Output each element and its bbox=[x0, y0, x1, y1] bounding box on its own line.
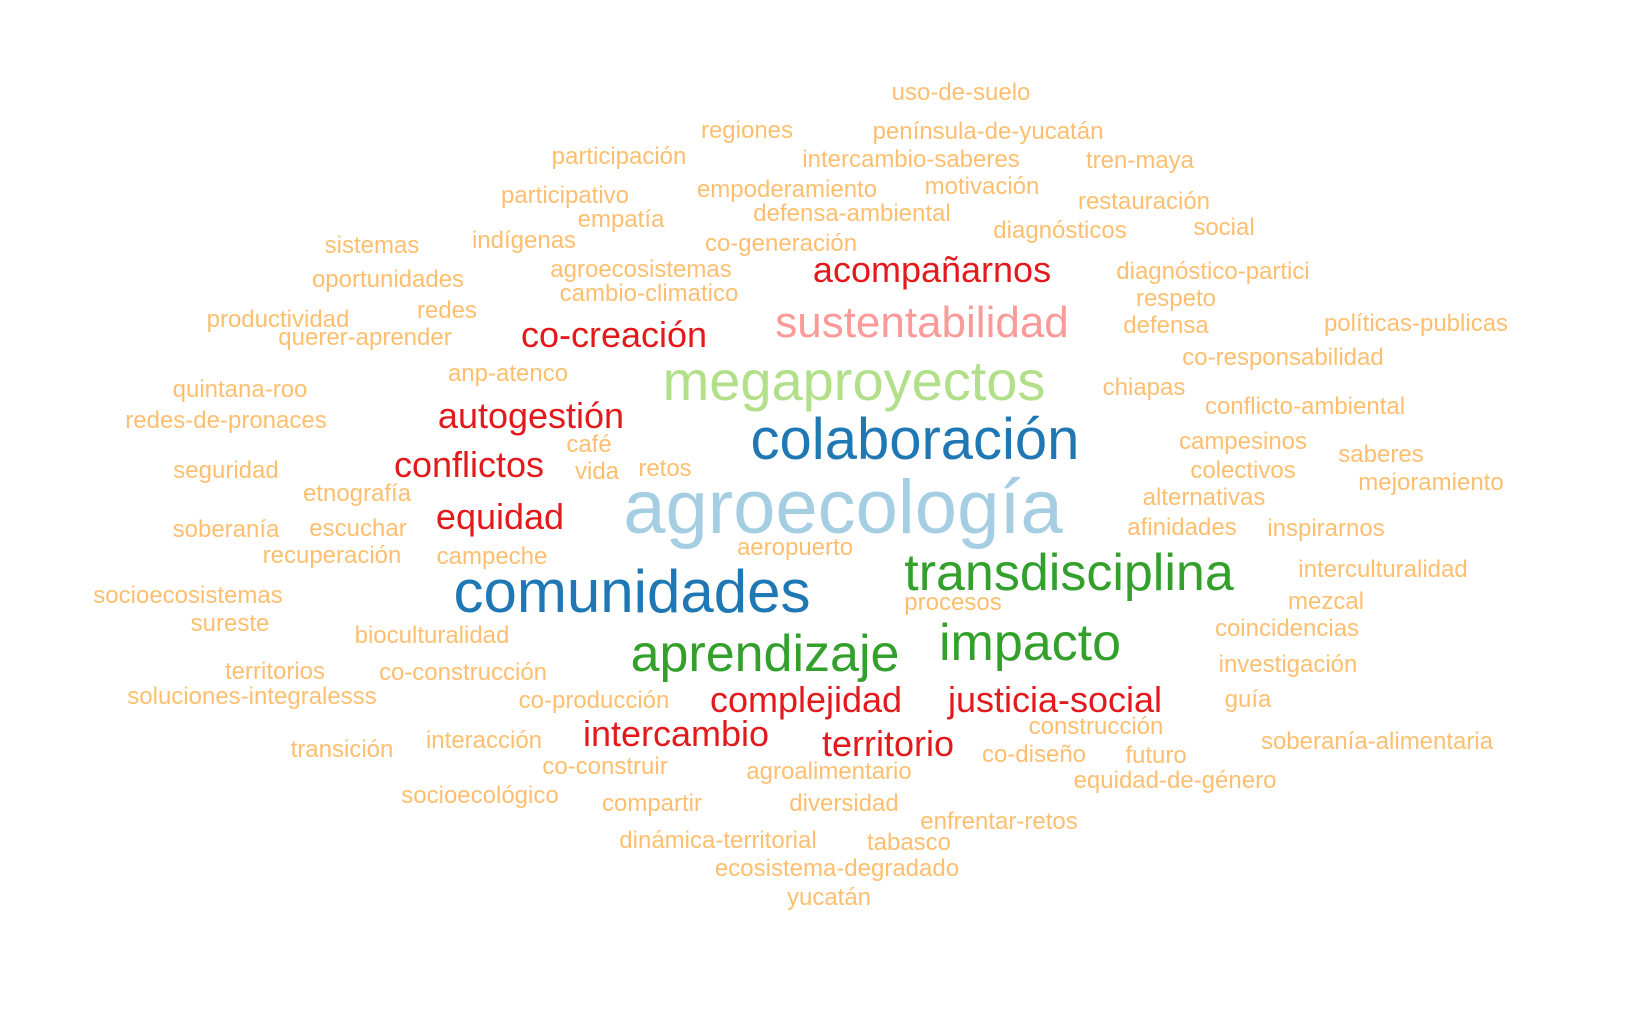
word-compartir: compartir bbox=[601, 790, 703, 817]
word-socioecosistemas: socioecosistemas bbox=[93, 582, 283, 609]
word-colaboracion: colaboración bbox=[750, 407, 1080, 472]
word-soluciones-integralesss: soluciones-integralesss bbox=[127, 683, 377, 710]
word-tabasco: tabasco bbox=[866, 829, 952, 856]
word-quintana-roo: quintana-roo bbox=[172, 376, 308, 403]
word-aeropuerto: aeropuerto bbox=[736, 534, 854, 561]
word-productividad: productividad bbox=[206, 306, 350, 333]
word-uso-de-suelo: uso-de-suelo bbox=[891, 79, 1031, 106]
word-redes: redes bbox=[416, 297, 478, 324]
word-socioecologico: socioecológico bbox=[401, 782, 559, 809]
word-seguridad: seguridad bbox=[173, 457, 279, 484]
word-transicion: transición bbox=[290, 736, 394, 763]
word-guia: guía bbox=[1224, 686, 1272, 713]
word-construccion: construcción bbox=[1028, 713, 1164, 740]
word-comunidades: comunidades bbox=[453, 558, 811, 625]
word-defensa-ambiental: defensa-ambiental bbox=[753, 200, 951, 227]
word-cafe: café bbox=[566, 431, 612, 458]
word-conflicto-ambiental: conflicto-ambiental bbox=[1204, 393, 1406, 420]
word-agroalimentario: agroalimentario bbox=[746, 758, 912, 785]
word-etnografia: etnografía bbox=[302, 480, 412, 507]
word-diagnosticos: diagnósticos bbox=[993, 217, 1127, 244]
word-mejoramiento: mejoramiento bbox=[1358, 469, 1504, 496]
word-colectivos: colectivos bbox=[1190, 457, 1296, 484]
word-afinidades: afinidades bbox=[1127, 514, 1237, 541]
word-justicia-social: justicia-social bbox=[947, 679, 1163, 720]
word-sistemas: sistemas bbox=[324, 232, 420, 259]
word-dinamica-territorial: dinámica-territorial bbox=[619, 827, 817, 854]
word-complejidad: complejidad bbox=[709, 679, 903, 720]
word-empoderamiento: empoderamiento bbox=[696, 176, 878, 203]
word-respeto: respeto bbox=[1135, 285, 1217, 312]
word-intercambio-saberes: intercambio-saberes bbox=[802, 146, 1020, 173]
word-equidad: equidad bbox=[435, 496, 565, 537]
word-interculturalidad: interculturalidad bbox=[1298, 556, 1468, 583]
word-defensa: defensa bbox=[1123, 312, 1209, 339]
word-procesos: procesos bbox=[904, 589, 1002, 616]
word-megaproyectos: megaproyectos bbox=[662, 349, 1046, 412]
word-acompanarnos: acompañarnos bbox=[812, 249, 1052, 290]
word-empatia: empatía bbox=[577, 206, 665, 233]
word-participativo: participativo bbox=[500, 182, 630, 209]
word-anp-atenco: anp-atenco bbox=[447, 360, 569, 387]
word-co-creacion: co-creación bbox=[520, 314, 708, 355]
word-retos: retos bbox=[638, 455, 692, 482]
word-mezcal: mezcal bbox=[1287, 588, 1365, 615]
word-conflictos: conflictos bbox=[393, 444, 545, 485]
word-investigacion: investigación bbox=[1218, 651, 1358, 678]
word-sustentabilidad: sustentabilidad bbox=[775, 298, 1069, 347]
word-peninsula-de-yucatan: península-de-yucatán bbox=[872, 118, 1104, 145]
word-enfrentar-retos: enfrentar-retos bbox=[920, 808, 1078, 835]
word-participacion: participación bbox=[551, 143, 687, 170]
word-tren-maya: tren-maya bbox=[1085, 147, 1195, 174]
word-cambio-climatico: cambio-climatico bbox=[559, 280, 739, 307]
word-transdisciplina: transdisciplina bbox=[904, 544, 1234, 602]
word-redes-de-pronaces: redes-de-pronaces bbox=[125, 407, 327, 434]
word-futuro: futuro bbox=[1125, 742, 1187, 769]
word-escuchar: escuchar bbox=[309, 515, 407, 542]
word-coincidencias: coincidencias bbox=[1214, 615, 1360, 642]
word-inspirarnos: inspirarnos bbox=[1267, 515, 1385, 542]
word-co-generacion: co-generación bbox=[704, 230, 858, 257]
word-recuperacion: recuperación bbox=[262, 542, 402, 569]
word-intercambio: intercambio bbox=[582, 713, 770, 754]
word-oportunidades: oportunidades bbox=[311, 266, 465, 293]
word-social: social bbox=[1193, 214, 1255, 241]
word-politicas-publicas: políticas-publicas bbox=[1323, 310, 1509, 337]
word-campesinos: campesinos bbox=[1178, 428, 1308, 455]
word-campeche: campeche bbox=[436, 543, 548, 570]
word-equidad-de-genero: equidad-de-género bbox=[1073, 767, 1277, 794]
word-querer-aprender: querer-aprender bbox=[278, 324, 452, 351]
word-territorios: territorios bbox=[224, 658, 326, 685]
word-restauracion: restauración bbox=[1077, 188, 1211, 215]
word-diagnostico-partici: diagnóstico-partici bbox=[1116, 258, 1310, 285]
word-agroecosistemas: agroecosistemas bbox=[550, 256, 732, 283]
word-vida: vida bbox=[574, 458, 620, 485]
word-yucatan: yucatán bbox=[786, 884, 872, 911]
word-bioculturalidad: bioculturalidad bbox=[354, 622, 510, 649]
word-saberes: saberes bbox=[1338, 441, 1424, 468]
word-impacto: impacto bbox=[938, 614, 1122, 672]
word-chiapas: chiapas bbox=[1102, 374, 1186, 401]
word-aprendizaje: aprendizaje bbox=[630, 625, 900, 683]
word-ecosistema-degradado: ecosistema-degradado bbox=[714, 855, 960, 882]
word-regiones: regiones bbox=[700, 117, 794, 144]
word-co-diseno: co-diseño bbox=[981, 741, 1087, 768]
word-sureste: sureste bbox=[190, 610, 270, 637]
word-co-construccion: co-construcción bbox=[378, 659, 548, 686]
word-diversidad: diversidad bbox=[789, 790, 899, 817]
word-soberania-alimentaria: soberanía-alimentaria bbox=[1260, 728, 1494, 755]
word-co-construir: co-construir bbox=[542, 753, 668, 780]
word-alternativas: alternativas bbox=[1142, 484, 1266, 511]
word-agroecologia: agroecología bbox=[623, 465, 1063, 550]
word-territorio: territorio bbox=[821, 723, 955, 764]
word-motivacion: motivación bbox=[924, 173, 1040, 200]
word-interaccion: interacción bbox=[425, 727, 543, 754]
word-co-produccion: co-producción bbox=[518, 687, 670, 714]
word-indigenas: indígenas bbox=[471, 227, 577, 254]
word-soberania: soberanía bbox=[172, 516, 280, 543]
word-autogestion: autogestión bbox=[437, 395, 625, 436]
word-co-responsabilidad: co-responsabilidad bbox=[1182, 344, 1384, 371]
